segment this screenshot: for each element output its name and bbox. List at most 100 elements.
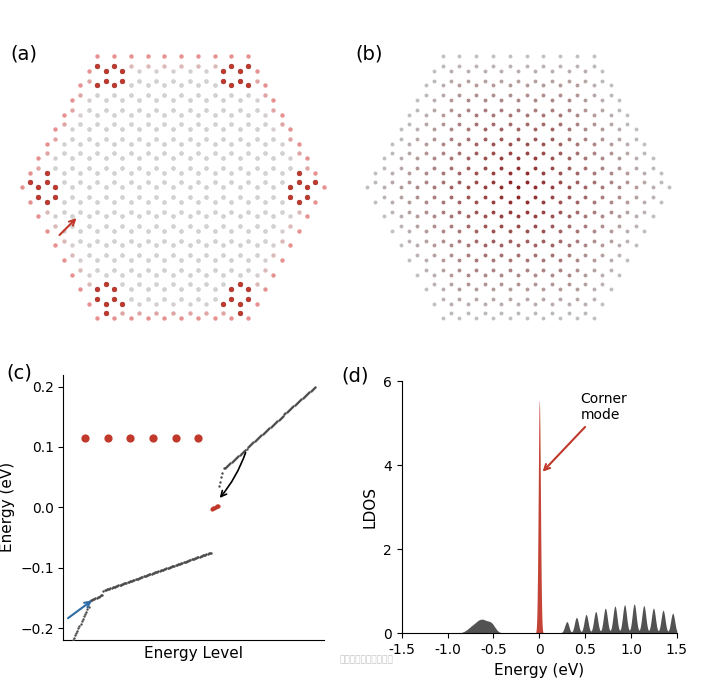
Point — [195, 551, 207, 562]
Point — [269, 417, 281, 428]
Point — [94, 590, 106, 601]
Point — [309, 381, 321, 392]
Point — [122, 577, 133, 588]
Point — [131, 573, 142, 584]
Point — [120, 577, 131, 588]
Point — [192, 552, 203, 563]
Point — [216, 472, 227, 483]
Point — [260, 426, 271, 437]
Point — [210, 501, 221, 512]
Point — [214, 476, 226, 487]
Text: Corner
mode: Corner mode — [544, 392, 627, 470]
Point — [200, 549, 211, 560]
Point — [247, 437, 259, 448]
Point — [185, 554, 196, 565]
Point — [276, 411, 288, 422]
Point — [225, 458, 236, 469]
Point — [125, 575, 137, 586]
Point — [116, 579, 128, 590]
Text: (d): (d) — [341, 366, 369, 385]
Point — [264, 422, 275, 433]
Text: (a): (a) — [11, 45, 37, 64]
Point — [229, 454, 240, 464]
Point — [259, 426, 271, 437]
Point — [252, 432, 264, 443]
Point — [135, 572, 147, 583]
Point — [278, 409, 290, 420]
Point — [217, 467, 228, 478]
Point — [243, 441, 255, 452]
Point — [159, 563, 171, 574]
Point — [183, 555, 194, 566]
Point — [163, 562, 174, 573]
Point — [102, 584, 114, 595]
Point — [238, 445, 250, 456]
Point — [168, 560, 180, 571]
Point — [80, 609, 91, 620]
Point — [80, 606, 92, 617]
Point — [209, 503, 220, 513]
Point — [164, 562, 176, 573]
Point — [228, 454, 240, 465]
Point — [282, 406, 293, 417]
Point — [87, 594, 99, 605]
Text: 材料科学与凝聚态物理: 材料科学与凝聚态物理 — [340, 655, 393, 664]
Point — [250, 434, 262, 445]
Point — [105, 583, 116, 594]
Point — [204, 548, 216, 558]
Point — [115, 579, 126, 590]
Point — [271, 416, 282, 427]
Point — [231, 452, 242, 463]
Point — [108, 582, 119, 592]
Point — [187, 554, 198, 565]
Point — [240, 444, 251, 455]
Point — [249, 436, 260, 447]
Point — [291, 398, 302, 409]
Point — [223, 460, 234, 471]
Point — [235, 448, 247, 459]
Point — [70, 628, 82, 639]
Point — [302, 387, 314, 398]
Point — [87, 595, 98, 605]
Point — [157, 565, 168, 575]
Point — [266, 420, 277, 431]
Point — [123, 576, 134, 587]
Point — [152, 566, 163, 577]
Point — [166, 561, 177, 572]
Point — [74, 620, 85, 631]
Point — [91, 592, 102, 603]
Point — [97, 590, 108, 601]
Point — [168, 560, 179, 571]
Point — [76, 616, 87, 627]
Point — [214, 481, 225, 492]
Point — [128, 575, 139, 586]
Point — [245, 439, 257, 450]
Point — [104, 583, 115, 594]
Point — [92, 592, 104, 603]
Point — [307, 383, 319, 394]
Point — [300, 390, 312, 400]
Point — [166, 561, 178, 572]
X-axis label: Energy Level: Energy Level — [145, 646, 243, 661]
Point — [274, 413, 286, 424]
Point — [299, 390, 310, 401]
Point — [176, 558, 187, 569]
Point — [233, 450, 244, 461]
Point — [288, 401, 299, 412]
Point — [155, 565, 166, 576]
Point — [69, 630, 80, 641]
Point — [286, 403, 297, 414]
Point — [283, 405, 295, 416]
Point — [236, 447, 247, 458]
Text: (c): (c) — [6, 364, 32, 383]
Point — [138, 571, 149, 582]
Point — [269, 418, 280, 429]
Point — [262, 424, 274, 434]
Y-axis label: LDOS: LDOS — [362, 486, 378, 528]
Point — [304, 386, 315, 397]
Point — [178, 557, 189, 568]
Point — [265, 422, 276, 432]
Point — [273, 414, 284, 425]
Point — [83, 601, 94, 612]
Point — [99, 585, 110, 596]
